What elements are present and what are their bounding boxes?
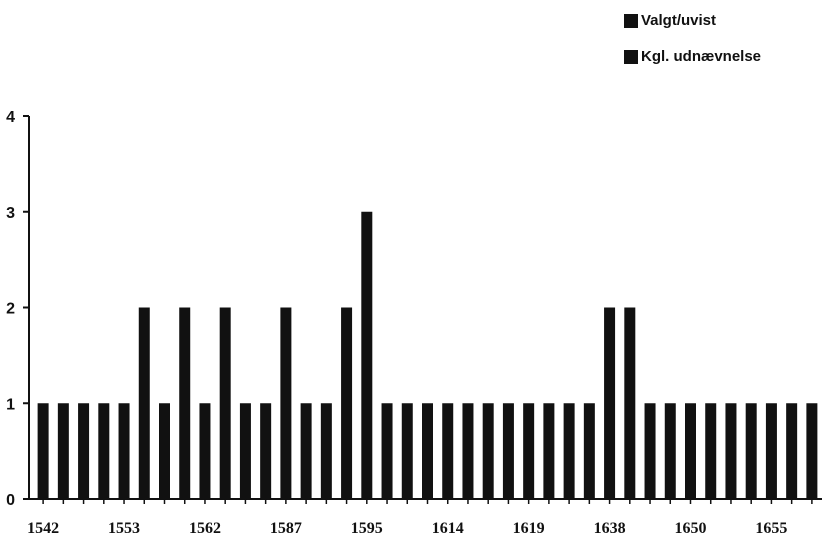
bar [300,403,312,499]
x-tick-label: 1553 [108,520,140,537]
bar [725,403,737,499]
bar [583,403,595,499]
x-tick-label: 1562 [189,520,221,537]
x-tick-label: 1614 [432,520,464,537]
bar [624,307,636,499]
x-tick-label: 1595 [351,520,383,537]
bar [442,403,454,499]
y-tick-label: 2 [6,301,15,318]
bar [644,403,656,499]
legend-item-valgt-uvist: Valgt/uvist [624,8,761,33]
bar [159,403,170,499]
bar [462,403,474,499]
y-tick-label: 4 [6,109,15,126]
bar [57,403,69,499]
bar [401,403,413,499]
bar [260,403,272,499]
y-tick-label: 1 [6,396,15,413]
bar [523,403,535,499]
bar [806,403,818,499]
bar [745,403,757,499]
x-tick-label: 1655 [755,520,787,537]
bar [563,403,575,499]
legend-item-kgl-udnaevnelse: Kgl. udnævnelse [624,44,761,69]
x-tick-label: 1638 [594,520,626,537]
bar [138,307,150,499]
bar [78,403,90,499]
bar [786,403,798,499]
x-tick-label: 1542 [27,520,59,537]
bar [37,403,49,499]
bar [320,403,332,499]
y-tick-label: 0 [6,492,15,509]
bar [502,403,514,499]
bar [482,403,494,499]
bar [199,403,211,499]
bar [118,403,130,499]
bar [604,307,616,499]
bar [280,307,292,499]
legend-swatch-kgl-udnaevnelse [624,49,638,64]
bar [543,403,555,499]
x-tick-label: 1587 [270,520,302,537]
bar [685,403,696,499]
legend-swatch-valgt-uvist [624,13,638,28]
x-tick-label: 1619 [513,520,545,537]
bar [765,403,777,499]
legend: Valgt/uvist Kgl. udnævnelse [624,8,761,80]
bar [219,307,231,499]
bar [422,403,433,499]
bar [98,403,110,499]
legend-label-kgl-udnaevnelse: Kgl. udnævnelse [641,48,762,65]
bar [341,307,353,499]
legend-label-valgt-uvist: Valgt/uvist [641,12,717,29]
bar [361,211,373,499]
y-tick-label: 3 [6,205,15,222]
x-tick-label: 1650 [675,520,707,537]
bar [179,307,191,499]
bar [705,403,717,499]
bar [381,403,393,499]
bar [239,403,251,499]
bar [664,403,676,499]
